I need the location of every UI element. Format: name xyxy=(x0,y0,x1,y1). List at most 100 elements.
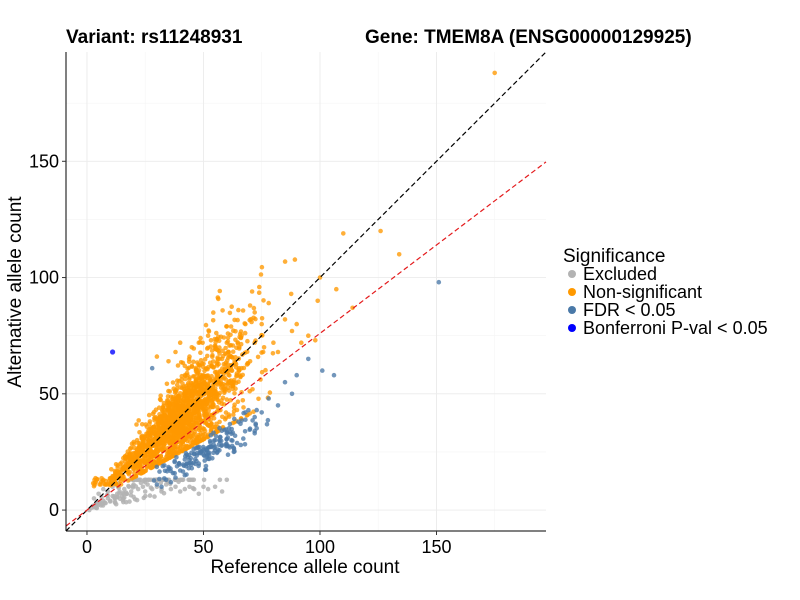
data-point xyxy=(230,349,236,355)
data-point xyxy=(185,366,190,372)
data-point xyxy=(204,346,210,351)
data-point xyxy=(200,426,206,431)
axes xyxy=(65,52,546,532)
data-point xyxy=(164,426,170,432)
data-point xyxy=(230,383,236,389)
data-point xyxy=(168,479,174,485)
data-point xyxy=(171,449,176,455)
data-point xyxy=(158,428,164,433)
data-point xyxy=(211,365,216,370)
data-point xyxy=(249,289,255,294)
data-point xyxy=(208,377,214,383)
data-point xyxy=(227,310,233,316)
data-point xyxy=(257,284,262,290)
data-point xyxy=(231,408,237,414)
data-point xyxy=(108,479,114,485)
data-point xyxy=(119,460,124,465)
data-point xyxy=(226,388,232,393)
data-point xyxy=(154,354,160,359)
data-point xyxy=(144,431,149,437)
data-point xyxy=(134,456,139,462)
data-point xyxy=(292,257,298,262)
data-point xyxy=(320,368,325,373)
data-point xyxy=(271,340,276,346)
data-point xyxy=(219,398,224,403)
data-point xyxy=(134,422,139,427)
data-point xyxy=(175,413,181,419)
data-point xyxy=(240,398,246,403)
data-point xyxy=(288,291,294,297)
data-point xyxy=(186,452,192,458)
data-point xyxy=(173,349,178,355)
data-point xyxy=(253,316,258,322)
data-point xyxy=(207,438,213,444)
data-point xyxy=(231,412,236,417)
data-point xyxy=(233,355,238,360)
data-point xyxy=(202,356,208,362)
data-point xyxy=(230,438,235,443)
data-point xyxy=(211,450,216,456)
data-point xyxy=(235,399,241,405)
data-point xyxy=(140,484,146,490)
data-point xyxy=(129,441,135,447)
data-point xyxy=(209,373,214,379)
data-point xyxy=(294,372,300,378)
data-point xyxy=(252,414,257,420)
data-point xyxy=(196,491,202,497)
data-point xyxy=(150,454,155,460)
data-point xyxy=(191,440,197,446)
data-point xyxy=(192,374,197,379)
data-point xyxy=(115,465,120,470)
data-point xyxy=(183,453,188,459)
data-point xyxy=(200,437,205,443)
data-point xyxy=(212,484,218,490)
data-point xyxy=(132,445,137,451)
data-point xyxy=(156,458,161,464)
data-point xyxy=(180,469,186,474)
data-point xyxy=(206,328,211,333)
data-point xyxy=(184,413,189,419)
data-point xyxy=(253,421,258,427)
data-point xyxy=(182,376,188,382)
data-point xyxy=(166,406,171,411)
data-point xyxy=(193,378,199,384)
data-point xyxy=(165,451,170,456)
data-point xyxy=(215,447,221,452)
data-point xyxy=(196,411,202,417)
data-point xyxy=(205,422,211,428)
data-point xyxy=(203,322,209,328)
data-point xyxy=(492,70,498,76)
data-point xyxy=(137,430,142,435)
data-point xyxy=(267,390,273,395)
legend-swatch xyxy=(568,324,576,332)
data-point xyxy=(229,304,234,310)
data-point xyxy=(212,391,217,397)
data-point xyxy=(263,367,268,373)
data-point xyxy=(186,420,192,426)
data-point xyxy=(159,484,164,490)
data-point xyxy=(195,404,200,409)
data-point xyxy=(164,457,169,462)
data-point xyxy=(247,388,252,394)
y-tick-label: 150 xyxy=(29,151,59,171)
data-point xyxy=(266,300,272,306)
data-point xyxy=(306,356,311,362)
data-point xyxy=(236,346,242,351)
data-point xyxy=(341,231,346,236)
data-point xyxy=(202,368,207,374)
data-point xyxy=(256,396,261,402)
legend-entry-label: Bonferroni P-val < 0.05 xyxy=(583,318,768,338)
data-point xyxy=(182,423,188,429)
data-point xyxy=(120,466,125,471)
data-point xyxy=(94,477,100,482)
data-point xyxy=(161,442,167,447)
data-point xyxy=(198,431,204,436)
data-point xyxy=(163,421,169,427)
data-point xyxy=(127,499,132,504)
data-point xyxy=(227,421,233,427)
data-point xyxy=(180,431,186,437)
data-point xyxy=(275,403,281,408)
data-point xyxy=(237,331,243,337)
data-point xyxy=(242,442,248,447)
